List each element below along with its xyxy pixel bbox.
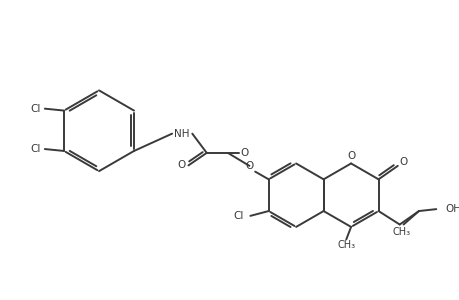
- Text: NH: NH: [174, 129, 189, 139]
- Text: CH₃: CH₃: [336, 240, 354, 250]
- Text: Cl: Cl: [30, 104, 40, 114]
- Text: O: O: [240, 148, 248, 158]
- Text: O: O: [245, 161, 253, 171]
- Text: Cl: Cl: [233, 211, 244, 221]
- Text: O: O: [177, 160, 185, 170]
- Text: OH: OH: [445, 204, 459, 214]
- Text: O: O: [398, 157, 407, 167]
- Text: Cl: Cl: [30, 144, 40, 154]
- Text: O: O: [346, 151, 354, 161]
- Text: CH₃: CH₃: [392, 227, 410, 237]
